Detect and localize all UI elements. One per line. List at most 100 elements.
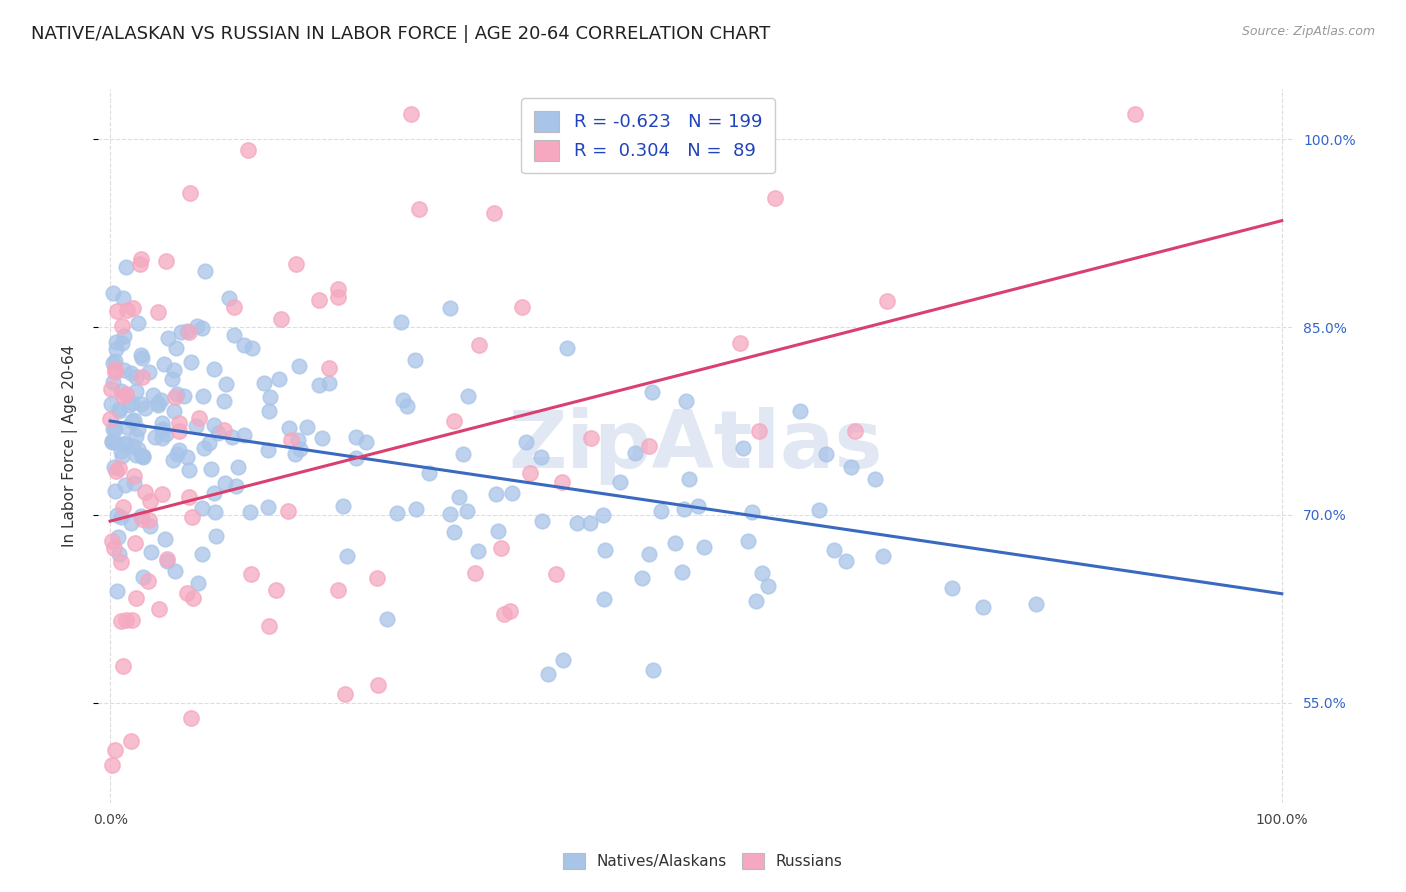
Point bbox=[108, 461, 131, 475]
Point bbox=[115, 386, 138, 401]
Legend: R = -0.623   N = 199, R =  0.304   N =  89: R = -0.623 N = 199, R = 0.304 N = 89 bbox=[522, 98, 775, 173]
Point bbox=[104, 342, 127, 356]
Point bbox=[675, 394, 697, 409]
Point bbox=[748, 424, 770, 438]
Point bbox=[354, 435, 377, 450]
Point bbox=[733, 441, 755, 455]
Point bbox=[127, 422, 149, 436]
Point bbox=[181, 510, 204, 524]
Point bbox=[941, 581, 963, 595]
Point bbox=[311, 431, 333, 445]
Point bbox=[387, 506, 409, 520]
Point bbox=[104, 483, 127, 498]
Point bbox=[177, 490, 200, 504]
Point bbox=[129, 257, 152, 271]
Point bbox=[114, 478, 136, 492]
Point bbox=[101, 375, 124, 389]
Point bbox=[100, 382, 122, 396]
Point bbox=[139, 519, 162, 533]
Point bbox=[332, 499, 354, 513]
Point bbox=[285, 258, 308, 272]
Point bbox=[807, 503, 830, 517]
Point bbox=[125, 591, 148, 606]
Point bbox=[134, 401, 156, 416]
Point bbox=[125, 448, 148, 462]
Point bbox=[146, 305, 169, 319]
Point bbox=[257, 619, 280, 633]
Point bbox=[101, 356, 124, 370]
Point bbox=[835, 554, 858, 568]
Point bbox=[671, 566, 693, 580]
Point bbox=[389, 315, 412, 329]
Legend: Natives/Alaskans, Russians: Natives/Alaskans, Russians bbox=[557, 847, 849, 875]
Point bbox=[131, 351, 153, 365]
Point bbox=[225, 479, 247, 493]
Point bbox=[152, 416, 174, 430]
Point bbox=[814, 447, 837, 461]
Point bbox=[259, 404, 281, 418]
Point bbox=[143, 430, 166, 444]
Point bbox=[191, 500, 214, 515]
Point bbox=[228, 459, 250, 474]
Point bbox=[131, 348, 153, 362]
Point bbox=[132, 449, 155, 463]
Point bbox=[101, 434, 124, 448]
Point bbox=[132, 570, 155, 584]
Point bbox=[404, 352, 426, 367]
Point bbox=[215, 377, 238, 392]
Point bbox=[1123, 107, 1146, 121]
Point bbox=[439, 507, 461, 521]
Point bbox=[288, 359, 311, 373]
Point bbox=[609, 475, 631, 489]
Point bbox=[287, 433, 309, 447]
Point bbox=[165, 341, 187, 355]
Point bbox=[789, 404, 811, 418]
Point bbox=[872, 549, 894, 564]
Point bbox=[443, 415, 465, 429]
Point bbox=[257, 443, 280, 458]
Point bbox=[104, 434, 127, 449]
Point bbox=[333, 686, 356, 700]
Point bbox=[107, 530, 129, 544]
Point bbox=[179, 186, 201, 200]
Point bbox=[103, 286, 125, 301]
Point bbox=[121, 734, 143, 748]
Point bbox=[188, 410, 211, 425]
Point bbox=[737, 534, 759, 549]
Point bbox=[443, 524, 465, 539]
Point bbox=[240, 567, 263, 582]
Point bbox=[110, 384, 132, 398]
Point bbox=[530, 514, 553, 528]
Point bbox=[257, 500, 280, 514]
Point bbox=[124, 536, 146, 550]
Point bbox=[623, 446, 645, 460]
Point bbox=[122, 468, 145, 483]
Point bbox=[270, 312, 292, 326]
Point bbox=[110, 614, 132, 628]
Point bbox=[177, 463, 200, 477]
Point bbox=[129, 252, 152, 266]
Point bbox=[129, 508, 152, 523]
Point bbox=[863, 472, 886, 486]
Point bbox=[264, 582, 287, 597]
Point bbox=[150, 423, 173, 437]
Point bbox=[108, 547, 131, 561]
Point bbox=[110, 554, 132, 568]
Point bbox=[152, 487, 174, 501]
Point bbox=[519, 466, 541, 480]
Point bbox=[745, 594, 768, 608]
Point bbox=[100, 533, 122, 548]
Point bbox=[176, 324, 198, 338]
Point bbox=[212, 423, 235, 437]
Point bbox=[191, 320, 214, 334]
Point bbox=[186, 318, 208, 333]
Point bbox=[134, 485, 156, 500]
Point bbox=[173, 389, 195, 403]
Point bbox=[751, 566, 773, 580]
Point bbox=[148, 396, 170, 410]
Point bbox=[728, 336, 751, 351]
Point bbox=[132, 450, 155, 465]
Point bbox=[763, 191, 786, 205]
Point bbox=[252, 376, 274, 390]
Point bbox=[149, 393, 172, 408]
